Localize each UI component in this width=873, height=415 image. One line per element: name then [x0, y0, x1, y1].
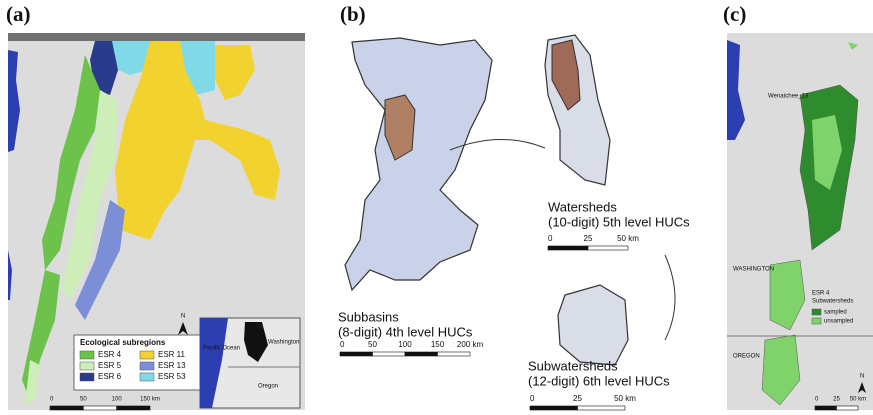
scale-segment	[837, 406, 859, 410]
scale-label: 50 km	[614, 394, 636, 403]
scale-segment	[578, 406, 626, 410]
scale-label: 25	[584, 234, 593, 243]
state-label: WASHINGTON	[733, 267, 774, 273]
caption: (10-digit) 5th level HUCs	[548, 214, 690, 229]
scale-segment	[815, 406, 837, 410]
subwatersheds-map	[558, 285, 628, 365]
scale-bar: 0 25 50 km	[548, 234, 639, 250]
scale-label: 100	[112, 397, 123, 403]
scale-label: 25	[573, 394, 582, 403]
legend-label: ESR 4	[98, 350, 122, 359]
panel-b: (b) Subbasins (8-digit) 4th level HUCs W…	[338, 2, 690, 410]
figure: (a) Ecological subregions ESR 4 ESR 5 ESR …	[0, 0, 873, 415]
scale-label: 50	[368, 340, 377, 349]
scale-bar: 0 25 50 km	[530, 394, 636, 410]
legend-swatch	[80, 373, 94, 381]
panel-label: (c)	[723, 2, 746, 26]
scale-label: 25	[833, 397, 840, 403]
scale-label: 100	[398, 340, 412, 349]
panel-label: (b)	[340, 2, 366, 26]
legend-label: ESR 6	[98, 372, 122, 381]
legend-swatch	[80, 362, 94, 370]
legend-label: unsampled	[824, 319, 853, 325]
scale-label: 50 km	[850, 397, 866, 403]
legend-label: sampled	[824, 310, 847, 316]
border-strip	[8, 33, 305, 41]
scale-bar: 0 50 100 150 200 km	[340, 340, 483, 356]
scale-segment	[50, 406, 83, 410]
scale-label: 200 km	[457, 340, 484, 349]
scale-segment	[340, 352, 373, 356]
north-label: N	[181, 314, 185, 320]
caption: Subbasins	[338, 309, 399, 324]
inset-state: Washington	[268, 340, 299, 346]
caption: (12-digit) 6th level HUCs	[528, 373, 670, 388]
focus-label: Wenatchee_13	[768, 94, 809, 100]
panel-a: (a) Ecological subregions ESR 4 ESR 5 ESR …	[6, 2, 305, 410]
scale-label: 50 km	[617, 234, 639, 243]
subbasins-map	[345, 38, 492, 290]
legend-title: Ecological subregions	[80, 338, 166, 347]
panel-c: (c) Wenatchee_13 WASHINGTON OREGON ESR 4…	[723, 2, 873, 410]
scale-segment	[548, 246, 588, 250]
legend-swatch	[812, 309, 821, 315]
inset-state: Oregon	[258, 384, 278, 390]
legend-title: Subwatersheds	[812, 299, 853, 305]
scale-label: 150	[431, 340, 445, 349]
scale-segment	[405, 352, 438, 356]
caption: Watersheds	[548, 199, 617, 214]
north-label: N	[860, 374, 864, 380]
legend-swatch	[812, 318, 821, 324]
scale-segment	[530, 406, 578, 410]
scale-label: 0	[530, 394, 535, 403]
panel-label: (a)	[6, 2, 31, 26]
legend-label: ESR 53	[158, 372, 186, 381]
legend-title: ESR 4	[812, 291, 830, 297]
legend-label: ESR 11	[158, 350, 186, 359]
scale-label: 0	[548, 234, 553, 243]
state-label: OREGON	[733, 354, 760, 360]
legend-label: ESR 5	[98, 361, 122, 370]
scale-label: 0	[340, 340, 345, 349]
legend-swatch	[80, 351, 94, 359]
scale-label: 50	[80, 397, 87, 403]
scale-segment	[117, 406, 150, 410]
caption: Subwatersheds	[528, 358, 618, 373]
scale-segment	[588, 246, 628, 250]
legend-label: ESR 13	[158, 361, 186, 370]
caption: (8-digit) 4th level HUCs	[338, 324, 473, 339]
scale-segment	[373, 352, 406, 356]
arrow	[665, 255, 675, 340]
legend-swatch	[140, 362, 154, 370]
legend-swatch	[140, 351, 154, 359]
scale-segment	[83, 406, 116, 410]
legend-swatch	[140, 373, 154, 381]
scale-segment	[438, 352, 471, 356]
inset-ocean-label: Pacific Ocean	[203, 346, 240, 352]
scale-label: 150 km	[140, 397, 160, 403]
